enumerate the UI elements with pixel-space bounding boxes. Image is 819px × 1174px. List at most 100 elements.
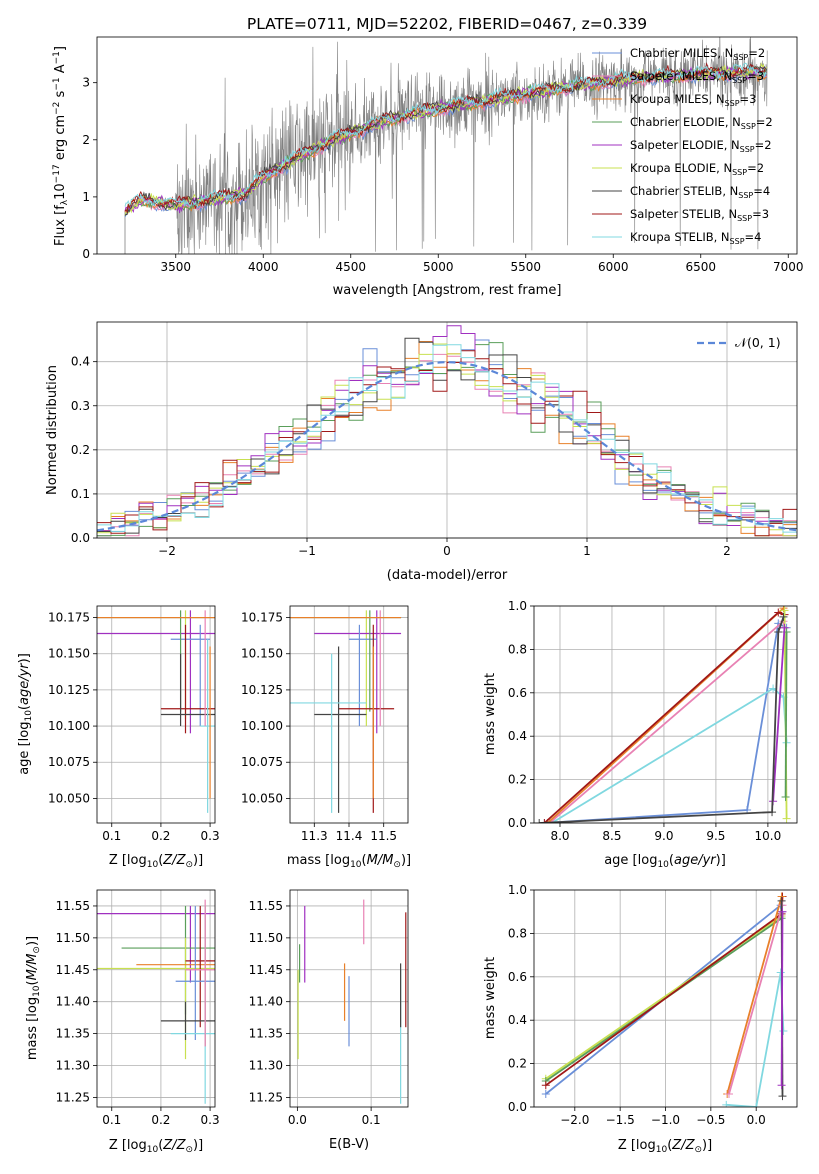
x-axis-label: mass [log10(M/M⊙)] [287, 853, 411, 870]
y-tick-label: 0.4 [508, 729, 527, 743]
legend-sub: SSP [733, 53, 748, 62]
normal-curve [97, 360, 797, 532]
label-text: M/M [25, 954, 40, 981]
y-tick-label: 11.35 [249, 1027, 283, 1041]
y-tick-label: 10.175 [48, 611, 90, 625]
axes-frame [289, 889, 409, 1108]
weight-marker [752, 1103, 761, 1107]
weight-marker [780, 606, 789, 615]
y-tick-label: 2 [82, 133, 90, 147]
y-tick-label: 0.0 [508, 816, 527, 830]
x-tick-label: 0.1 [102, 1113, 121, 1127]
x-tick-label: 11.3 [301, 829, 328, 843]
weights-kroupa_stelib [551, 687, 788, 823]
y-tick-label: 0.4 [508, 1013, 527, 1027]
y-tick-label: 0.0 [71, 531, 90, 545]
y-axis-label: mass weight [483, 957, 498, 1039]
ylabel-sup: −1 [52, 51, 62, 64]
weight-marker [768, 808, 777, 817]
plot-area [541, 892, 788, 1107]
legend-label: Salpeter MILES, N [630, 69, 732, 83]
y-tick-label: 11.55 [249, 899, 283, 913]
x-axis-label: wavelength [Angstrom, rest frame] [333, 283, 562, 298]
xlabel-text: )] [193, 853, 203, 868]
y-tick-label: 0.6 [508, 686, 527, 700]
label-text: )] [716, 853, 726, 868]
legend-tail: =2 [756, 115, 773, 129]
weight-marker [782, 814, 791, 823]
legend-sub: SSP [732, 168, 747, 177]
x-tick-label: 9.0 [654, 829, 673, 843]
xlabel-text: ( [158, 853, 163, 868]
y-tick-label: 11.45 [249, 963, 283, 977]
legend-label: Chabrier ELODIE, N [630, 115, 741, 129]
x-tick-label: 0 [443, 544, 451, 558]
xlabel-text: Z [log [109, 1138, 147, 1153]
ylabel-sup: −1 [52, 77, 62, 90]
xlabel-sub: ⊙ [694, 1145, 702, 1155]
x-tick-label: 6500 [685, 260, 716, 274]
weights-chabrier_stelib [539, 616, 785, 823]
plot-area [97, 325, 797, 537]
y-axis-label: mass weight [483, 673, 498, 755]
legend-entry-salpeter_stelib: Salpeter STELIB, NSSP=3 [630, 207, 769, 223]
xlabel-text: )] [193, 1138, 203, 1153]
y-tick-label: 10.150 [48, 647, 90, 661]
model-spectrum-kroupa_stelib [124, 62, 767, 207]
label-text: )] [25, 936, 40, 946]
y-tick-label: 0.8 [508, 926, 527, 940]
y-axis-label: Flux [fλ10−17 erg cm−2 s−1 A−1] [52, 46, 70, 246]
x-axis-label: (data-model)/error [387, 568, 508, 583]
legend-label: Kroupa STELIB, N [630, 230, 730, 244]
y-tick-label: 0.3 [71, 399, 90, 413]
xlabel-sub: ⊙ [185, 860, 193, 870]
panel-residuals: −2 −1 0 1 2 0.0 0.1 0.2 0.3 0.4 𝒩(0, 1) (data-model… [45, 321, 798, 583]
label-sub: ⊙ [393, 860, 401, 870]
panel-weight_vs_Z: −2.0 −1.5 −1.0 −0.5 0.0 0.0 0.2 0.4 0.6 0.8 1.0 Z [… [483, 883, 798, 1155]
weight-marker [778, 1092, 787, 1101]
x-tick-label: 10.0 [755, 829, 782, 843]
y-tick-label: 10.150 [241, 647, 283, 661]
x-tick-label: −1.0 [651, 1113, 680, 1127]
label-text: )] [17, 653, 32, 663]
legend-sub: SSP [738, 191, 753, 200]
xlabel-sub: 10 [147, 1145, 159, 1155]
legend-sub: SSP [730, 237, 745, 246]
label-sub: 10 [24, 710, 34, 722]
legend-sub: SSP [737, 214, 752, 223]
legend-entry-salpeter_miles: Salpeter MILES, NSSP=3 [630, 69, 764, 85]
ylabel-text: erg cm [53, 115, 68, 164]
y-tick-label: 0.2 [508, 773, 527, 787]
weight-marker [779, 1027, 788, 1036]
xlabel-text: Z/Z [671, 1138, 695, 1153]
ylabel-text: ] [53, 46, 68, 51]
weight-marker [540, 819, 549, 823]
panel-age_vs_Z: 0.1 0.2 0.3 10.050 10.075 10.100 10.125 10.150 1… [17, 605, 220, 870]
legend-label: Chabrier STELIB, N [630, 184, 738, 198]
y-tick-label: 10.050 [241, 791, 283, 805]
x-tick-label: 0.0 [288, 1113, 307, 1127]
model-spectrum-chabrier_stelib [124, 64, 767, 216]
x-tick-label: 11.5 [370, 829, 397, 843]
y-tick-label: 11.40 [56, 995, 90, 1009]
y-tick-label: 0.1 [71, 487, 90, 501]
label-text: age/yr [674, 853, 717, 868]
y-tick-label: 11.50 [249, 931, 283, 945]
plot-area [535, 606, 791, 823]
x-axis-label: Z [log10(Z/Z⊙)] [109, 853, 203, 870]
y-tick-label: 10.050 [48, 791, 90, 805]
x-tick-label: 5000 [423, 260, 454, 274]
x-tick-label: −0.5 [696, 1113, 725, 1127]
x-tick-label: 0.3 [201, 829, 220, 843]
x-tick-label: 0.1 [362, 1113, 381, 1127]
xlabel-text: )] [702, 1138, 712, 1153]
legend-sub: SSP [741, 122, 756, 131]
legend-tail: =4 [753, 184, 770, 198]
label-text: ( [669, 853, 674, 868]
y-tick-label: 11.25 [56, 1090, 90, 1104]
legend-label: Salpeter ELODIE, N [630, 138, 740, 152]
y-axis-label: age [log10(age/yr)] [17, 653, 34, 775]
legend-entry-kroupa_elodie: Kroupa ELODIE, NSSP=2 [630, 161, 764, 177]
histogram-kroupa_miles [97, 341, 797, 536]
y-tick-label: 1 [82, 190, 90, 204]
